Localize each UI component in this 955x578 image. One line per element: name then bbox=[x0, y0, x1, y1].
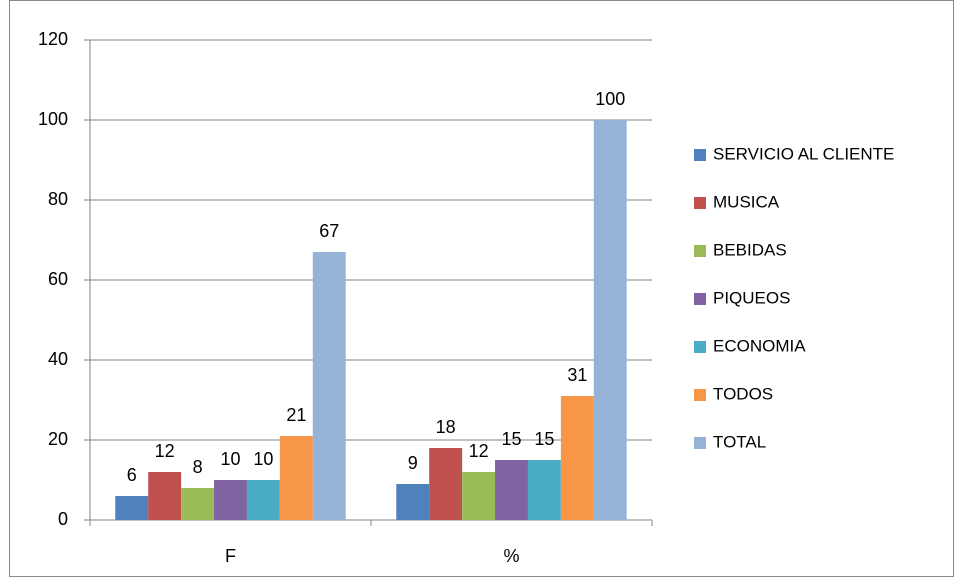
legend-label: PIQUEOS bbox=[713, 288, 790, 307]
data-label: 15 bbox=[534, 429, 554, 449]
data-label: 12 bbox=[469, 441, 489, 461]
bar bbox=[527, 460, 561, 520]
data-label: 15 bbox=[501, 429, 521, 449]
legend-swatch bbox=[694, 149, 706, 161]
bar bbox=[181, 488, 215, 520]
data-label: 12 bbox=[155, 441, 175, 461]
data-label: 6 bbox=[127, 465, 137, 485]
legend-swatch bbox=[694, 245, 706, 257]
y-tick-label: 20 bbox=[48, 429, 68, 449]
x-tick-label: % bbox=[503, 546, 519, 566]
chart-frame bbox=[9, 0, 954, 577]
bar bbox=[246, 480, 280, 520]
data-label: 18 bbox=[436, 417, 456, 437]
y-tick-label: 120 bbox=[38, 29, 68, 49]
bar bbox=[312, 252, 346, 520]
y-tick-label: 80 bbox=[48, 189, 68, 209]
y-tick-label: 60 bbox=[48, 269, 68, 289]
data-label: 100 bbox=[595, 89, 625, 109]
y-tick-label: 0 bbox=[58, 509, 68, 529]
legend-swatch bbox=[694, 293, 706, 305]
y-tick-label: 100 bbox=[38, 109, 68, 129]
bar bbox=[214, 480, 247, 520]
legend: SERVICIO AL CLIENTE MUSICA BEBIDAS PIQUEOS E… bbox=[694, 144, 894, 451]
legend-label: ECONOMIA bbox=[713, 336, 806, 355]
bar bbox=[429, 448, 463, 520]
y-tick-label: 40 bbox=[48, 349, 68, 369]
bar bbox=[115, 496, 149, 520]
legend-swatch bbox=[694, 437, 706, 449]
legend-swatch bbox=[694, 389, 706, 401]
data-label: 9 bbox=[408, 453, 418, 473]
bar bbox=[396, 484, 430, 520]
bar bbox=[593, 120, 627, 520]
legend-label: TODOS bbox=[713, 384, 773, 403]
legend-label: TOTAL bbox=[713, 432, 766, 451]
legend-swatch bbox=[694, 341, 706, 353]
bar bbox=[279, 436, 313, 520]
bar bbox=[148, 472, 182, 520]
bar bbox=[495, 460, 528, 520]
legend-label: MUSICA bbox=[713, 192, 780, 211]
data-label: 31 bbox=[567, 365, 587, 385]
data-label: 21 bbox=[286, 405, 306, 425]
bar bbox=[462, 472, 496, 520]
data-label: 67 bbox=[319, 221, 339, 241]
x-tick-label: F bbox=[225, 546, 236, 566]
legend-label: SERVICIO AL CLIENTE bbox=[713, 144, 894, 163]
bar bbox=[560, 396, 594, 520]
legend-swatch bbox=[694, 197, 706, 209]
data-label: 8 bbox=[193, 457, 203, 477]
legend-label: BEBIDAS bbox=[713, 240, 787, 259]
data-label: 10 bbox=[220, 449, 240, 469]
data-label: 10 bbox=[253, 449, 273, 469]
